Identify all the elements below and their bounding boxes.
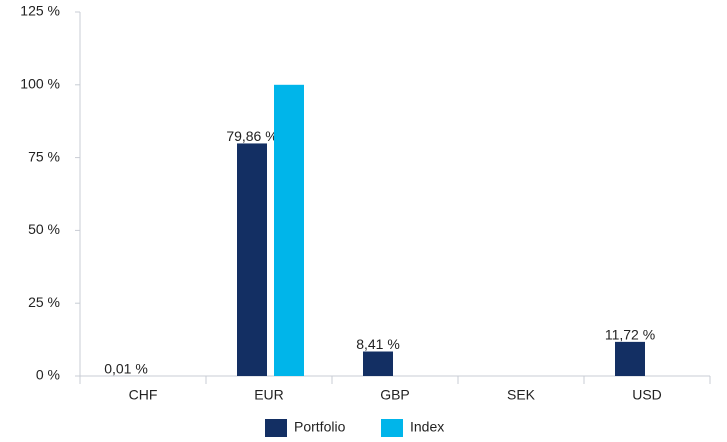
y-tick-label: 0 % xyxy=(36,367,60,383)
x-tick-label: CHF xyxy=(129,387,158,403)
legend-label: Portfolio xyxy=(294,419,346,435)
x-tick-label: GBP xyxy=(380,387,410,403)
x-tick-label: EUR xyxy=(254,387,284,403)
bar xyxy=(274,84,304,377)
legend-swatch xyxy=(381,419,403,437)
data-label: 79,86 % xyxy=(226,128,277,144)
y-tick-label: 75 % xyxy=(28,148,60,164)
bar xyxy=(615,341,645,376)
y-tick-label: 50 % xyxy=(28,221,60,237)
legend-label: Index xyxy=(410,419,444,435)
data-label: 11,72 % xyxy=(605,327,655,343)
bar xyxy=(237,143,267,376)
bar xyxy=(363,351,393,376)
legend-swatch xyxy=(265,419,287,437)
x-tick-label: USD xyxy=(632,387,662,403)
x-tick-label: SEK xyxy=(507,387,536,403)
y-tick-label: 125 % xyxy=(20,3,60,19)
data-label: 0,01 % xyxy=(104,361,148,377)
y-tick-label: 100 % xyxy=(20,76,60,92)
y-tick-label: 25 % xyxy=(28,294,60,310)
data-label: 8,41 % xyxy=(356,336,400,352)
